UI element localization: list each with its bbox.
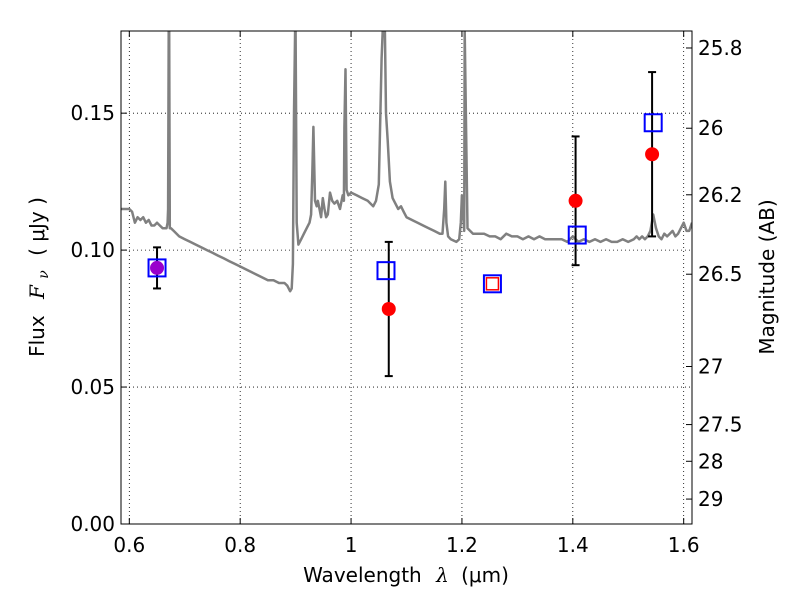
y2-tick-label: 27.5: [698, 413, 743, 437]
model-photometry-square: [482, 274, 502, 294]
y-axis-title-unit: ( μJy ): [25, 197, 49, 256]
y-tick-label: 0.15: [70, 101, 115, 125]
x-axis-title-unit: (μm): [461, 563, 509, 587]
x-tick-label: 0.6: [113, 533, 145, 557]
y-tick-label: 0.00: [70, 512, 115, 536]
observed-point: [645, 147, 660, 162]
y-tick-label: 0.05: [70, 375, 115, 399]
model-spectrum-line: [121, 31, 692, 293]
x-axis-title-text: Wavelength: [303, 563, 422, 587]
model-photometry-square: [147, 258, 167, 278]
x-axis-title: Wavelength λ (μm): [303, 563, 509, 587]
y2-tick-label: 26: [698, 116, 723, 140]
x-tick-label: 1: [345, 533, 358, 557]
x-tick-label: 1.6: [668, 533, 700, 557]
model-photometry-square: [376, 261, 396, 281]
plot-frame: [120, 30, 693, 525]
observed-point: [381, 301, 396, 316]
ticks: 0.6 0.8 1 1.2 1.4 1.6 0.00 0.05 0.10 0.15 25.8 26 26…: [70, 31, 743, 557]
model-spectrum: [121, 31, 692, 293]
x-tick-label: 0.8: [224, 533, 256, 557]
x-tick-label: 1.2: [446, 533, 478, 557]
markers: [147, 71, 663, 378]
observed-box-marker: [485, 277, 500, 291]
y-axis-title: Flux F ν ( μJy ): [25, 197, 53, 357]
y2-tick-label: 26.5: [698, 262, 743, 286]
x-tick-label: 1.4: [557, 533, 589, 557]
model-photometry-square: [643, 113, 663, 133]
model-photometry-square: [567, 225, 587, 245]
observed-point: [150, 260, 165, 275]
y-axis-title-text: Flux: [25, 315, 49, 357]
y2-tick-label: 25.8: [698, 36, 743, 60]
y2-axis-title: Magnitude (AB): [755, 199, 779, 354]
y-tick-label: 0.10: [70, 238, 115, 262]
x-axis-title-symbol: λ: [435, 563, 449, 587]
y-axis-title-symbol: F: [25, 284, 49, 300]
y2-tick-label: 29: [698, 487, 723, 511]
y2-tick-label: 27: [698, 355, 723, 379]
observed-point: [568, 193, 583, 208]
y2-tick-label: 28: [698, 449, 723, 473]
y-axis-title-subscript: ν: [36, 270, 52, 279]
y2-tick-label: 26.2: [698, 183, 743, 207]
